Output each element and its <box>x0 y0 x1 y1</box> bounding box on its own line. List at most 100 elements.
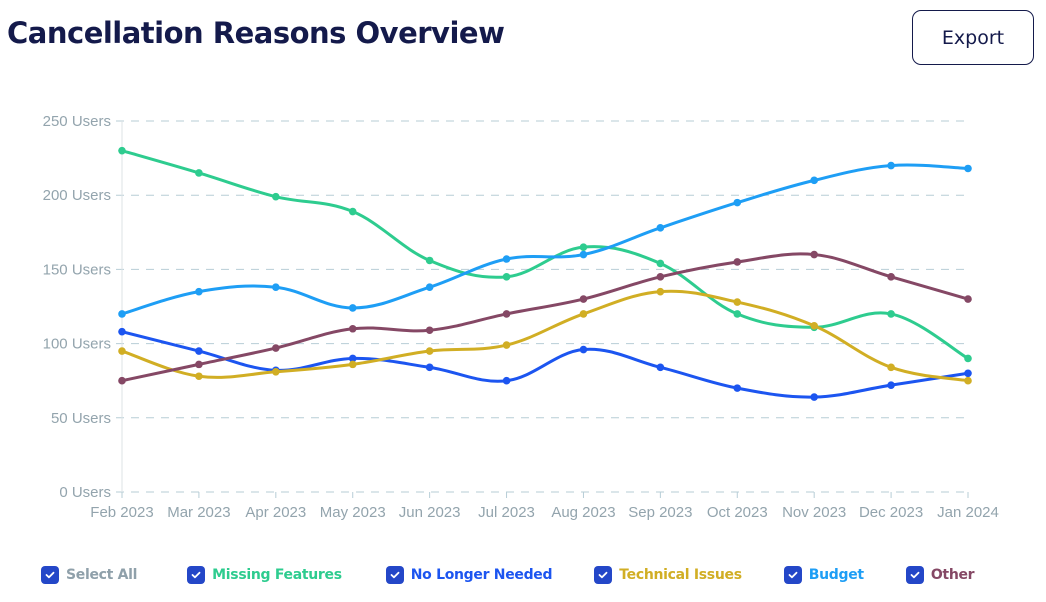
data-point[interactable] <box>887 161 895 170</box>
y-tick-label: 250 Users <box>43 113 111 130</box>
data-point[interactable] <box>656 273 665 281</box>
data-point[interactable] <box>195 169 203 177</box>
x-tick-label: Mar 2023 <box>167 504 230 521</box>
legend-item-no-longer-needed[interactable]: No Longer Needed <box>385 566 553 584</box>
legend-item-budget[interactable]: Budget <box>783 566 864 584</box>
data-point[interactable] <box>964 164 972 173</box>
data-point[interactable] <box>964 354 972 363</box>
data-point[interactable] <box>656 259 665 268</box>
data-point[interactable] <box>502 273 511 281</box>
series-group <box>118 146 972 401</box>
x-tick-label: Jul 2023 <box>478 504 535 521</box>
data-point[interactable] <box>272 367 280 376</box>
y-tick-label: 100 Users <box>43 336 111 353</box>
series-line <box>120 163 970 316</box>
legend-label: Technical Issues <box>619 567 742 583</box>
data-point[interactable] <box>579 345 588 354</box>
data-point[interactable] <box>579 295 588 303</box>
data-point[interactable] <box>733 384 742 392</box>
data-point[interactable] <box>118 327 126 336</box>
data-point[interactable] <box>348 360 357 369</box>
line-chart: 0 Users 50 Users 100 Users 150 Users 200 Use… <box>43 113 999 521</box>
y-tick-label: 50 Users <box>51 410 111 427</box>
data-point[interactable] <box>118 376 126 385</box>
data-point[interactable] <box>195 360 203 369</box>
legend: Select All Missing Features No Longer Nee… <box>41 566 975 584</box>
data-point[interactable] <box>118 347 126 355</box>
data-point[interactable] <box>733 198 742 207</box>
data-point[interactable] <box>502 310 511 318</box>
data-point[interactable] <box>810 176 818 185</box>
legend-item-other[interactable]: Other <box>905 566 975 584</box>
x-tick-label: Nov 2023 <box>782 504 846 521</box>
series-budget <box>118 161 972 318</box>
checkbox-checked-icon[interactable] <box>385 566 404 584</box>
data-point[interactable] <box>118 310 126 318</box>
legend-label: No Longer Needed <box>410 567 553 583</box>
checkbox-checked-icon[interactable] <box>187 566 206 584</box>
data-point[interactable] <box>733 298 742 306</box>
data-point[interactable] <box>656 363 665 372</box>
series-line <box>120 330 970 399</box>
series-line <box>120 149 970 360</box>
x-tick-label: May 2023 <box>320 504 386 521</box>
checkbox-checked-icon[interactable] <box>594 566 613 584</box>
data-point[interactable] <box>887 381 895 389</box>
checkbox-checked-icon[interactable] <box>783 566 802 584</box>
legend-item-technical-issues[interactable]: Technical Issues <box>594 566 742 584</box>
data-point[interactable] <box>272 283 280 292</box>
data-point[interactable] <box>887 273 895 281</box>
x-tick-label: Sep 2023 <box>628 504 692 521</box>
data-point[interactable] <box>272 344 280 352</box>
y-tick-label: 0 Users <box>59 484 111 501</box>
checkbox-checked-icon[interactable] <box>41 566 59 584</box>
data-point[interactable] <box>656 224 665 232</box>
data-point[interactable] <box>195 287 203 296</box>
data-point[interactable] <box>887 310 895 318</box>
data-point[interactable] <box>502 376 511 385</box>
x-tick-label: Feb 2023 <box>90 504 153 521</box>
data-point[interactable] <box>810 393 818 401</box>
data-point[interactable] <box>733 310 742 318</box>
data-point[interactable] <box>964 376 972 385</box>
legend-label: Budget <box>808 567 864 583</box>
data-point[interactable] <box>964 295 972 303</box>
legend-label: Other <box>930 567 975 583</box>
x-tick-label: Apr 2023 <box>245 504 306 521</box>
series-other <box>118 250 972 385</box>
data-point[interactable] <box>425 326 434 335</box>
data-point[interactable] <box>887 363 895 372</box>
data-point[interactable] <box>348 207 357 216</box>
legend-label: Select All <box>66 567 138 583</box>
data-point[interactable] <box>118 146 126 155</box>
data-point[interactable] <box>810 250 818 259</box>
data-point[interactable] <box>348 304 357 312</box>
x-axis: Feb 2023 Mar 2023 Apr 2023 May 2023 Jun 2023… <box>90 492 999 521</box>
data-point[interactable] <box>579 310 588 318</box>
data-point[interactable] <box>425 347 434 355</box>
y-tick-label: 150 Users <box>43 261 111 278</box>
data-point[interactable] <box>272 192 280 201</box>
data-point[interactable] <box>348 354 357 363</box>
legend-item-missing-features[interactable]: Missing Features <box>187 566 342 584</box>
data-point[interactable] <box>425 256 434 265</box>
data-point[interactable] <box>195 347 203 355</box>
data-point[interactable] <box>425 283 434 292</box>
checkbox-checked-icon[interactable] <box>905 566 924 584</box>
data-point[interactable] <box>502 255 511 263</box>
data-point[interactable] <box>733 258 742 266</box>
legend-select-all[interactable]: Select All <box>41 566 137 584</box>
data-point[interactable] <box>195 372 203 381</box>
data-point[interactable] <box>502 341 511 349</box>
data-point[interactable] <box>579 243 588 251</box>
x-tick-label: Oct 2023 <box>707 504 768 521</box>
grid-lines <box>116 120 968 493</box>
export-button[interactable]: Export <box>912 10 1034 65</box>
series-line <box>120 289 970 383</box>
data-point[interactable] <box>810 321 818 330</box>
data-point[interactable] <box>656 287 665 296</box>
data-point[interactable] <box>579 250 588 259</box>
data-point[interactable] <box>348 324 357 333</box>
data-point[interactable] <box>964 369 972 378</box>
data-point[interactable] <box>425 363 434 372</box>
